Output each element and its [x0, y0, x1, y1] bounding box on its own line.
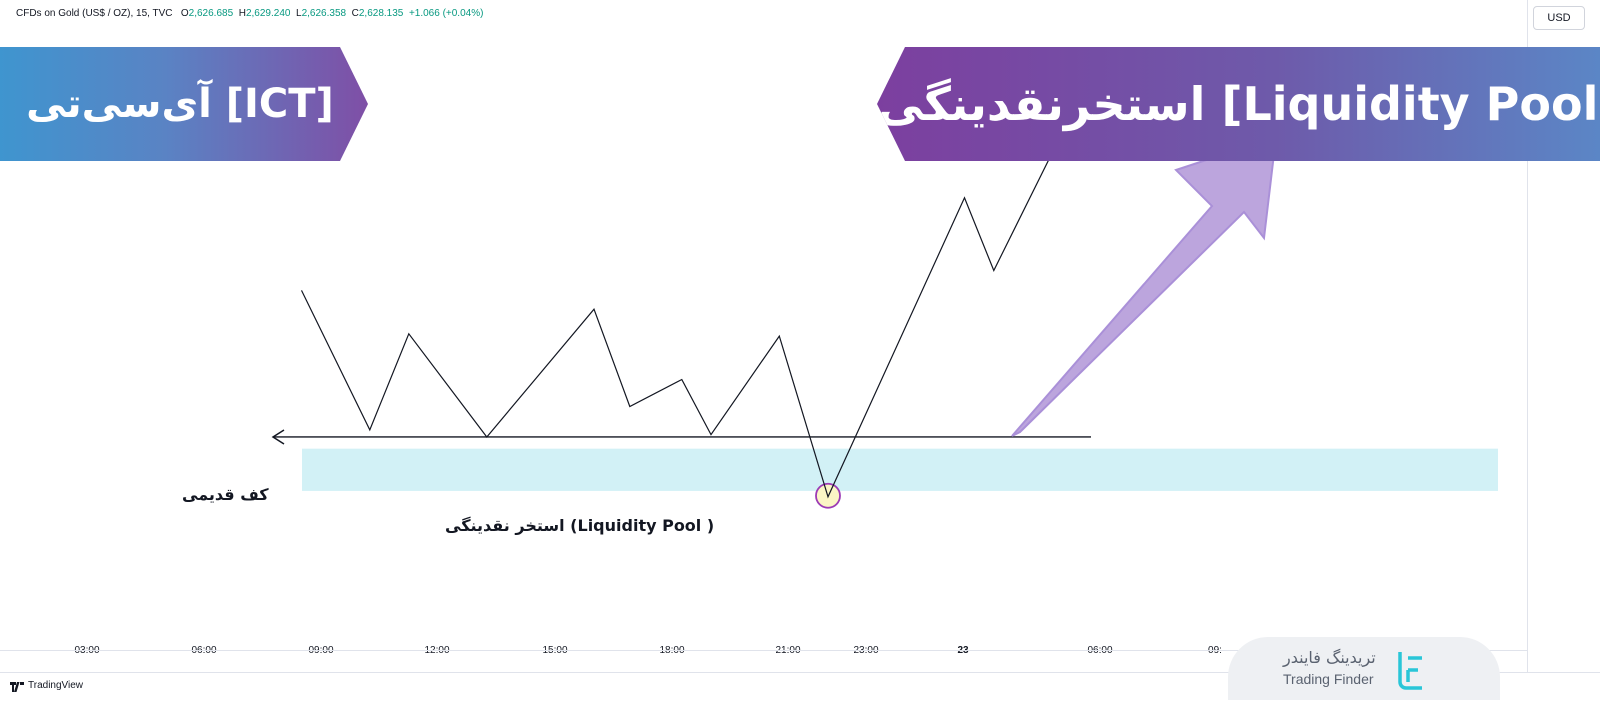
open-value: 2,626.685	[188, 8, 234, 19]
liquidity-pool-label: استخر نقدینگی (Liquidity Pool )	[445, 516, 715, 535]
tradingview-brand[interactable]: TradingView	[28, 680, 84, 691]
change-value: +1.066 (+0.04%)	[408, 8, 484, 19]
big-up-arrow-icon	[1011, 135, 1278, 437]
time-axis[interactable]	[0, 650, 1527, 673]
currency-selector[interactable]: USD	[1533, 6, 1585, 30]
ict-banner: آی‌سی‌تی [ICT]	[0, 47, 368, 161]
low-value: 2,626.358	[301, 8, 347, 19]
old-low-label: کف قدیمی	[182, 485, 269, 504]
watermark-card	[1228, 637, 1500, 700]
symbol-header: CFDs on Gold (US$ / OZ), 15, TVC O2,626.…	[16, 8, 483, 19]
liquidity-pool-banner: استخرنقدینگی [Liquidity Pool]	[877, 47, 1600, 161]
brand-name-fa: تریدینگ فایندر	[1283, 648, 1376, 667]
old-low-arrow-icon	[271, 429, 285, 445]
high-value: 2,629.240	[245, 8, 291, 19]
low-label: L	[296, 8, 302, 19]
liquidity-zone	[302, 448, 1498, 491]
trading-finder-logo-icon	[1398, 652, 1422, 690]
close-value: 2,628.135	[358, 8, 404, 19]
brand-name-en: Trading Finder	[1283, 671, 1374, 687]
tradingview-logo-icon[interactable]	[10, 682, 24, 692]
close-label: C	[351, 8, 359, 19]
price-path	[300, 113, 1073, 499]
open-label: O	[180, 8, 189, 19]
high-label: H	[238, 8, 246, 19]
symbol-name: CFDs on Gold (US$ / OZ), 15, TVC	[16, 8, 173, 19]
